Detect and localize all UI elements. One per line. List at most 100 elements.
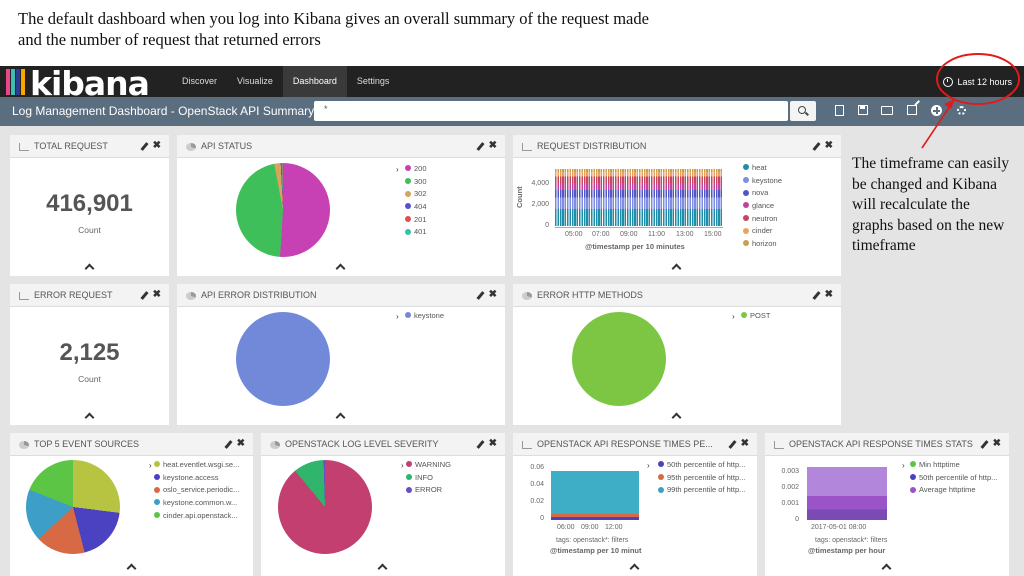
legend-item[interactable]: 95th percentile of http... xyxy=(658,471,745,484)
api-status-pie[interactable] xyxy=(236,163,330,257)
legend-item[interactable]: Average httptime xyxy=(910,483,997,496)
close-icon[interactable]: ✖ xyxy=(488,140,497,151)
search-button[interactable] xyxy=(790,101,816,121)
legend-item[interactable]: keystone.access xyxy=(154,471,239,484)
legend-toggle-icon[interactable]: › xyxy=(401,461,404,470)
time-picker-label: Last 12 hours xyxy=(957,76,1012,87)
logo-wordmark: kibana xyxy=(30,66,150,103)
settings-icon[interactable] xyxy=(957,106,966,115)
nav-discover[interactable]: Discover xyxy=(182,76,218,86)
new-dashboard-icon[interactable] xyxy=(835,105,844,116)
legend-item[interactable]: INFO xyxy=(406,471,451,484)
close-icon[interactable]: ✖ xyxy=(824,140,833,151)
legend-label: oslo_service.periodic... xyxy=(163,485,240,495)
legend-swatch xyxy=(405,203,411,210)
close-icon[interactable]: ✖ xyxy=(488,289,497,300)
y-tick: 2,000 xyxy=(531,201,549,208)
legend-toggle-icon[interactable]: › xyxy=(647,461,650,470)
legend-item[interactable]: nova xyxy=(743,186,782,199)
legend-label: ERROR xyxy=(415,485,443,495)
legend-item[interactable]: oslo_service.periodic... xyxy=(154,483,239,496)
time-picker[interactable]: Last 12 hours xyxy=(943,66,1012,97)
x-tick: 05:00 xyxy=(565,231,583,238)
annotation-arrow xyxy=(921,105,951,149)
panel-title: API STATUS xyxy=(201,141,253,151)
legend-item[interactable]: Min httptime xyxy=(910,458,997,471)
legend-item[interactable]: POST xyxy=(741,309,770,322)
kibana-logo[interactable]: kibana xyxy=(6,66,162,103)
legend-item[interactable]: 200 xyxy=(405,162,427,175)
logo-bars xyxy=(6,69,28,95)
legend-swatch xyxy=(910,486,916,493)
legend-item[interactable]: glance xyxy=(743,199,782,212)
legend-item[interactable]: 401 xyxy=(405,225,427,238)
legend-item[interactable]: 302 xyxy=(405,187,427,200)
close-icon[interactable]: ✖ xyxy=(488,438,497,449)
legend-item[interactable]: 99th percentile of http... xyxy=(658,483,745,496)
legend-label: INFO xyxy=(415,472,433,482)
panel-header: API ERROR DISTRIBUTION ✖ xyxy=(177,284,505,307)
nav-settings[interactable]: Settings xyxy=(356,76,390,86)
legend-item[interactable]: 50th percentile of http... xyxy=(910,471,997,484)
open-icon[interactable] xyxy=(881,106,893,115)
legend: Min httptime 50th percentile of http... Av… xyxy=(910,458,997,496)
timepicker-highlight-ellipse xyxy=(936,53,1020,105)
legend-item[interactable]: neutron xyxy=(743,212,782,225)
share-icon[interactable] xyxy=(907,105,917,115)
legend-swatch xyxy=(658,474,664,481)
legend-item[interactable]: 50th percentile of http... xyxy=(658,458,745,471)
search-query-input[interactable]: * xyxy=(314,101,788,121)
x-axis-line xyxy=(555,227,723,228)
metric-value: 416,901 xyxy=(46,190,133,217)
legend-item[interactable]: 404 xyxy=(405,200,427,213)
pie-icon xyxy=(186,143,196,151)
legend-toggle-icon[interactable]: › xyxy=(732,312,735,321)
legend-item[interactable]: 300 xyxy=(405,175,427,188)
legend-item[interactable]: keystone.common.w... xyxy=(154,496,239,509)
legend-item[interactable]: horizon xyxy=(743,237,782,250)
panel-header: OPENSTACK LOG LEVEL SEVERITY ✖ xyxy=(261,433,505,456)
x-tick: 2017-05-01 08:00 xyxy=(811,524,867,531)
close-icon[interactable]: ✖ xyxy=(152,289,161,300)
panel-total-request: TOTAL REQUEST ✖ 416,901 Count xyxy=(10,135,169,276)
panel-header: OPENSTACK API RESPONSE TIMES PE... ✖ xyxy=(513,433,757,456)
y-tick: 0.001 xyxy=(781,500,799,507)
nav-dashboard[interactable]: Dashboard xyxy=(282,66,347,97)
legend-item[interactable]: heat.eventlet.wsgi.se... xyxy=(154,458,239,471)
add-visualization-icon[interactable] xyxy=(931,105,942,116)
close-icon[interactable]: ✖ xyxy=(824,289,833,300)
legend-item[interactable]: WARNING xyxy=(406,458,451,471)
legend-item[interactable]: keystone xyxy=(743,174,782,187)
legend-item[interactable]: cinder.api.openstack... xyxy=(154,509,239,522)
x-tick: 06:00 xyxy=(557,524,575,531)
close-icon[interactable]: ✖ xyxy=(152,140,161,151)
stacked-bar-area xyxy=(555,169,723,226)
legend-item[interactable]: cinder xyxy=(743,224,782,237)
close-icon[interactable]: ✖ xyxy=(992,438,1001,449)
legend-toggle-icon[interactable]: › xyxy=(396,312,399,321)
y-tick: 0.003 xyxy=(781,468,799,475)
panel-header: OPENSTACK API RESPONSE TIMES STATS ✖ xyxy=(765,433,1009,456)
legend-label: heat.eventlet.wsgi.se... xyxy=(163,459,240,469)
legend-label: 201 xyxy=(414,214,427,224)
slide-caption: The default dashboard when you log into … xyxy=(18,9,649,49)
nav-visualize[interactable]: Visualize xyxy=(237,76,273,86)
legend-item[interactable]: keystone xyxy=(405,309,444,322)
close-icon[interactable]: ✖ xyxy=(236,438,245,449)
log-level-pie[interactable] xyxy=(278,460,372,554)
area-chart-icon xyxy=(522,441,532,449)
close-icon[interactable]: ✖ xyxy=(740,438,749,449)
panel-actions: ✖ xyxy=(812,140,833,152)
event-sources-pie[interactable] xyxy=(26,460,120,554)
save-icon[interactable] xyxy=(858,105,868,115)
http-methods-pie[interactable] xyxy=(572,312,666,406)
legend-label: glance xyxy=(752,200,775,210)
legend-toggle-icon[interactable]: › xyxy=(902,461,905,470)
x-tick: 09:00 xyxy=(620,231,638,238)
legend-item[interactable]: heat xyxy=(743,161,782,174)
legend-item[interactable]: 201 xyxy=(405,213,427,226)
legend-toggle-icon[interactable]: › xyxy=(149,461,152,470)
legend-item[interactable]: ERROR xyxy=(406,483,451,496)
api-error-pie[interactable] xyxy=(236,312,330,406)
legend-toggle-icon[interactable]: › xyxy=(396,165,399,174)
